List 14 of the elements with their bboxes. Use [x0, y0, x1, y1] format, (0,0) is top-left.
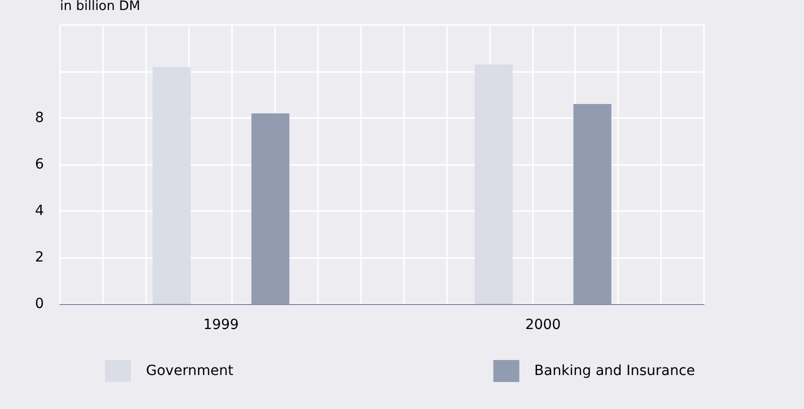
- bar: [152, 66, 191, 304]
- legend-label: Government: [146, 363, 234, 379]
- y-tick-label: 2: [35, 250, 44, 266]
- y-tick-label: 8: [35, 110, 44, 126]
- bar: [251, 113, 290, 304]
- legend-label: Banking and Insurance: [534, 363, 696, 379]
- x-tick-label: 2000: [525, 317, 561, 333]
- y-tick-label: 6: [35, 156, 44, 172]
- bar: [573, 104, 612, 304]
- bar: [474, 64, 513, 304]
- y-tick-label: 4: [35, 203, 44, 219]
- x-tick-label: 1999: [203, 317, 239, 333]
- y-axis-title: in billion DM: [60, 0, 140, 14]
- y-tick-label: 0: [35, 296, 44, 312]
